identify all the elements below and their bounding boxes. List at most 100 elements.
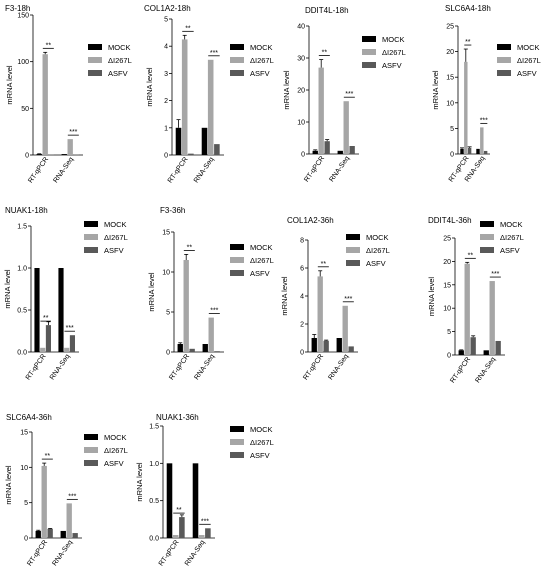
- y-tick-label: 25: [443, 236, 451, 243]
- legend-label: ASFV: [104, 459, 124, 468]
- bar: [324, 141, 330, 154]
- x-tick-label: RT-qPCR: [168, 353, 191, 381]
- legend-label: MOCK: [104, 433, 127, 442]
- y-axis-label: mRNA level: [3, 269, 12, 309]
- significance-label: **: [465, 39, 471, 46]
- y-axis-label: mRNA level: [135, 462, 144, 502]
- significance-label: ***: [201, 518, 209, 525]
- legend-swatch: [346, 260, 360, 266]
- chart-panel: NUAK1-18h mRNA level 0.0 0.5 1.0 1.5 ** RT-qPCR…: [3, 206, 128, 382]
- legend-swatch: [480, 221, 494, 227]
- x-tick-label: RNA-Seq: [328, 155, 351, 183]
- legend-swatch: [84, 234, 98, 240]
- y-tick-label: 15: [162, 230, 170, 237]
- bar: [318, 67, 324, 154]
- bar: [483, 350, 489, 355]
- bar: [172, 535, 179, 538]
- bar: [312, 150, 318, 154]
- significance-label: **: [322, 50, 328, 57]
- significance-label: **: [185, 25, 191, 32]
- significance-label: ***: [480, 117, 488, 124]
- y-tick-label: 0: [447, 353, 451, 360]
- legend-swatch: [230, 452, 244, 458]
- y-tick-label: 25: [446, 24, 454, 31]
- x-tick-label: RT-qPCR: [27, 156, 50, 184]
- legend-swatch: [84, 447, 98, 453]
- y-tick-label: 2: [164, 98, 168, 105]
- y-tick-label: 20: [443, 259, 451, 266]
- bar: [179, 517, 185, 538]
- significance-label: **: [43, 315, 49, 322]
- legend-swatch: [497, 57, 511, 63]
- chart-title: F3-18h: [5, 4, 30, 13]
- legend-swatch: [230, 257, 244, 263]
- bar: [69, 335, 75, 352]
- x-tick-label: RT-qPCR: [302, 353, 325, 381]
- y-tick-label: 5: [166, 310, 170, 317]
- legend-label: MOCK: [108, 43, 131, 52]
- chart-title: DDIT4L-36h: [428, 216, 472, 225]
- legend-label: MOCK: [382, 35, 405, 44]
- legend-swatch: [480, 247, 494, 253]
- bar: [214, 144, 220, 155]
- bar: [177, 344, 183, 352]
- significance-label: **: [46, 42, 52, 49]
- y-tick-label: 0: [450, 152, 454, 159]
- x-tick-label: RT-qPCR: [303, 155, 326, 183]
- y-tick-label: 10: [162, 270, 170, 277]
- bar: [61, 154, 67, 155]
- x-tick-label: RT-qPCR: [25, 353, 48, 381]
- significance-label: ***: [344, 296, 352, 303]
- y-tick-label: 1.0: [17, 266, 27, 273]
- x-tick-label: RNA-Seq: [327, 353, 350, 381]
- bar: [337, 150, 343, 154]
- chart-panel: F3-36h mRNA level 0 5 10 15 ** RT-qPCR *** RNA-Se…: [147, 206, 274, 382]
- significance-label: ***: [210, 308, 218, 315]
- legend-swatch: [230, 270, 244, 276]
- y-tick-label: 20: [297, 88, 305, 95]
- y-tick-label: 1.5: [149, 424, 159, 431]
- bar: [208, 317, 214, 352]
- y-axis-label: mRNA level: [4, 465, 13, 505]
- y-tick-label: 5: [164, 17, 168, 24]
- legend-swatch: [84, 221, 98, 227]
- y-tick-label: 3: [164, 71, 168, 78]
- significance-label: ***: [345, 91, 353, 98]
- chart-title: NUAK1-36h: [156, 413, 199, 422]
- chart-title: NUAK1-18h: [5, 206, 48, 215]
- x-tick-label: RNA-Seq: [193, 353, 216, 381]
- bar: [36, 154, 42, 155]
- legend-label: ΔI267L: [517, 56, 541, 65]
- legend-swatch: [230, 244, 244, 250]
- y-axis-label: mRNA level: [427, 277, 436, 317]
- y-tick-label: 10: [443, 306, 451, 313]
- x-tick-label: RT-qPCR: [167, 156, 190, 184]
- bar: [348, 346, 354, 352]
- y-tick-label: 20: [446, 49, 454, 56]
- legend-label: ASFV: [250, 269, 270, 278]
- significance-label: ***: [210, 50, 218, 57]
- y-tick-label: 100: [17, 59, 29, 66]
- y-tick-label: 5: [447, 329, 451, 336]
- legend-swatch: [84, 460, 98, 466]
- legend-label: ΔI267L: [500, 233, 524, 242]
- y-tick-label: 0: [164, 153, 168, 160]
- bar: [349, 146, 355, 154]
- y-tick-label: 15: [443, 282, 451, 289]
- legend-swatch: [362, 49, 376, 55]
- chart-panel: COL1A2-18h mRNA level 0 1 2 3 4 5 ** RT-qPCR *** RN…: [144, 4, 274, 185]
- chart-panel: DDIT4L-36h mRNA level 0 5 10 15 20 25 ** RT-qPCR *…: [427, 216, 524, 385]
- bar: [175, 127, 182, 155]
- y-tick-label: 10: [297, 120, 305, 127]
- chart-panel: F3-18h mRNA level 0 50 100 150 ** RT-qPCR *** RNA…: [5, 4, 132, 185]
- bar: [188, 153, 194, 155]
- legend-label: ASFV: [382, 61, 402, 70]
- legend-label: ASFV: [104, 246, 124, 255]
- bar: [166, 463, 173, 538]
- bar: [476, 148, 480, 154]
- y-axis-label: mRNA level: [145, 67, 154, 107]
- bar: [183, 260, 189, 352]
- bar: [483, 150, 488, 154]
